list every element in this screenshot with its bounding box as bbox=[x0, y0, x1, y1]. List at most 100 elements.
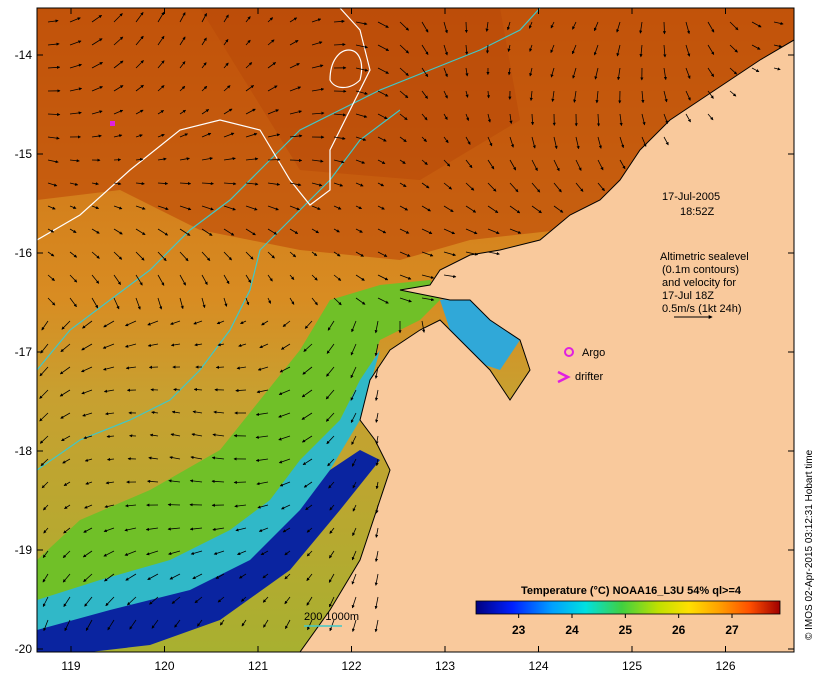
velocity-vector bbox=[103, 527, 115, 533]
velocity-vector bbox=[399, 113, 408, 121]
velocity-vector bbox=[91, 62, 103, 69]
velocity-vector bbox=[443, 205, 454, 213]
velocity-vector bbox=[531, 182, 541, 193]
velocity-vector bbox=[355, 136, 367, 141]
velocity-vector bbox=[289, 205, 300, 211]
velocity-vector bbox=[596, 113, 601, 127]
velocity-vector bbox=[102, 366, 115, 371]
velocity-vector bbox=[311, 228, 320, 234]
velocity-vector bbox=[148, 456, 159, 460]
velocity-vector bbox=[157, 35, 165, 46]
velocity-vector bbox=[465, 67, 469, 77]
velocity-vector bbox=[399, 44, 409, 54]
velocity-vector bbox=[289, 251, 297, 258]
velocity-vector bbox=[104, 504, 115, 509]
velocity-vector bbox=[91, 205, 100, 210]
velocity-vector bbox=[597, 159, 604, 171]
lon-label: 122 bbox=[341, 659, 361, 673]
velocity-vector bbox=[197, 619, 203, 627]
depth-contour-200m bbox=[37, 8, 541, 371]
velocity-vector bbox=[304, 320, 313, 329]
velocity-vector bbox=[215, 365, 225, 369]
velocity-vector bbox=[487, 251, 500, 256]
depth-contour-label: 200 1000m bbox=[304, 611, 359, 623]
lat-label: -15 bbox=[15, 147, 33, 161]
velocity-vector bbox=[39, 435, 49, 444]
velocity-vector bbox=[105, 481, 115, 485]
velocity-vector bbox=[280, 343, 291, 350]
velocity-vector bbox=[302, 366, 313, 375]
velocity-vector bbox=[191, 433, 203, 437]
velocity-vector bbox=[170, 433, 181, 437]
velocity-vector bbox=[245, 157, 259, 161]
colorbar-title: Temperature (°C) NOAA16_L3U 54% ql>=4 bbox=[521, 585, 742, 597]
velocity-vector bbox=[157, 157, 167, 161]
velocity-vector bbox=[329, 596, 335, 608]
velocity-vector bbox=[223, 85, 231, 92]
velocity-vector bbox=[61, 435, 71, 442]
velocity-vector bbox=[593, 44, 599, 56]
velocity-vector bbox=[263, 619, 269, 628]
colorbar-tick-label: 24 bbox=[565, 623, 579, 637]
velocity-vector bbox=[553, 136, 558, 150]
velocity-vector bbox=[157, 11, 165, 23]
velocity-vector bbox=[69, 40, 82, 46]
velocity-vector bbox=[267, 39, 275, 46]
velocity-vector bbox=[729, 67, 738, 75]
image-date: 17-Jul-2005 bbox=[662, 191, 720, 203]
lat-label: -19 bbox=[15, 543, 33, 557]
velocity-vector bbox=[553, 205, 564, 213]
velocity-vector bbox=[355, 274, 365, 281]
velocity-vector bbox=[124, 550, 137, 556]
velocity-vector bbox=[59, 366, 71, 375]
velocity-vector bbox=[147, 343, 159, 347]
velocity-vector bbox=[179, 181, 192, 186]
velocity-vector bbox=[223, 38, 229, 46]
velocity-vector bbox=[212, 527, 225, 531]
velocity-vector bbox=[59, 389, 71, 397]
lat-label: -14 bbox=[15, 48, 33, 62]
velocity-vector bbox=[84, 504, 93, 509]
velocity-vector bbox=[223, 205, 236, 211]
velocity-vector bbox=[62, 550, 71, 558]
velocity-vector bbox=[192, 410, 203, 414]
velocity-vector bbox=[213, 550, 225, 555]
velocity-vector bbox=[729, 21, 739, 31]
velocity-vector bbox=[487, 113, 491, 123]
velocity-vector bbox=[333, 113, 347, 117]
velocity-vector bbox=[213, 410, 225, 414]
velocity-vector bbox=[60, 343, 71, 353]
depth-contour-1000m bbox=[37, 109, 401, 471]
velocity-vector bbox=[91, 274, 100, 284]
velocity-vector bbox=[377, 297, 389, 304]
velocity-vector bbox=[135, 205, 146, 210]
velocity-vector bbox=[237, 550, 247, 555]
velocity-vector bbox=[421, 320, 426, 333]
velocity-vector bbox=[157, 251, 167, 262]
lat-label: -18 bbox=[15, 444, 33, 458]
velocity-vector bbox=[149, 596, 159, 605]
velocity-vector bbox=[351, 596, 357, 609]
velocity-vector bbox=[113, 134, 123, 138]
velocity-vector bbox=[729, 44, 738, 53]
velocity-vector bbox=[84, 458, 93, 462]
velocity-vector bbox=[279, 481, 291, 487]
velocity-vector bbox=[84, 596, 93, 607]
velocity-vector bbox=[147, 479, 159, 483]
velocity-vector bbox=[377, 113, 388, 120]
velocity-vector bbox=[63, 481, 71, 486]
velocity-vector bbox=[179, 274, 186, 286]
velocity-vector bbox=[284, 550, 291, 556]
cold-cyan-water bbox=[37, 350, 380, 652]
velocity-vector bbox=[255, 458, 269, 462]
velocity-vector bbox=[215, 573, 225, 579]
colorbar-tick-label: 25 bbox=[619, 623, 633, 637]
velocity-vector bbox=[487, 159, 495, 170]
velocity-vector bbox=[550, 21, 555, 29]
velocity-vector bbox=[327, 320, 335, 331]
velocity-vector bbox=[421, 251, 434, 257]
velocity-vector bbox=[245, 205, 258, 211]
velocity-vector bbox=[329, 550, 335, 559]
velocity-vector bbox=[509, 159, 517, 171]
lon-label: 120 bbox=[154, 659, 174, 673]
